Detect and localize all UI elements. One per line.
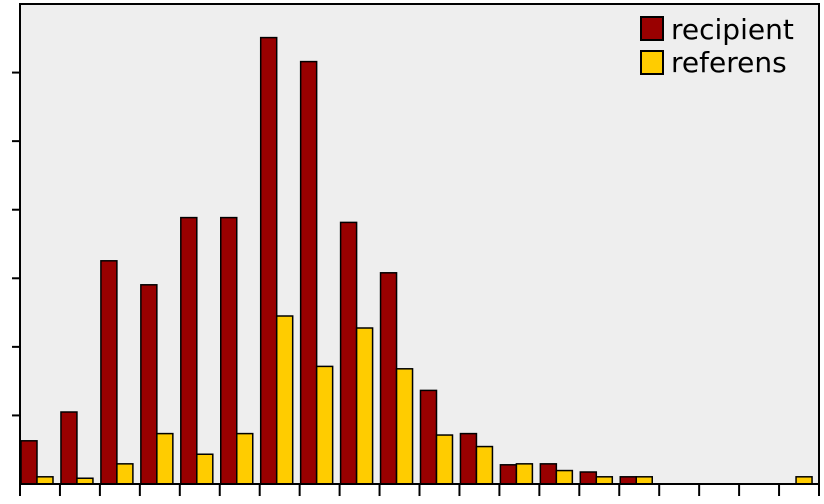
bar-referens-10 [435,434,454,485]
bar-recipient-2 [100,260,118,485]
bar-referens-3 [156,432,174,485]
bar-referens-4 [196,453,214,485]
bar-recipient-12 [499,464,518,485]
bar-recipient-10 [419,389,438,485]
bar-referens-14 [595,476,614,485]
bar-recipient-7 [299,60,318,485]
bar-recipient-6 [259,36,278,485]
bar-recipient-4 [180,216,198,485]
bar-referens-12 [515,463,534,485]
legend-label-referens: referens [671,46,787,79]
bar-recipient-14 [579,471,598,485]
bar-referens-15 [635,476,653,485]
bar-referens-19 [795,476,813,485]
bar-recipient-11 [459,432,478,485]
bar-referens-11 [475,445,494,485]
bar-referens-9 [395,368,414,485]
legend: recipient referens [640,13,794,79]
bar-recipient-13 [539,463,558,485]
ticks-layer [12,71,820,496]
bar-recipient-9 [379,272,398,485]
legend-swatch-referens [640,50,664,75]
bar-recipient-15 [619,476,637,485]
bar-recipient-3 [140,284,158,485]
bar-referens-5 [236,432,254,485]
bar-referens-7 [315,365,334,485]
bar-referens-0 [36,476,54,485]
bar-referens-8 [355,327,374,485]
legend-swatch-recipient [640,16,664,41]
bar-referens-6 [275,315,294,485]
legend-label-recipient: recipient [671,13,794,46]
bar-referens-13 [555,469,574,485]
plot-frame [19,3,820,485]
bar-recipient-1 [60,411,78,485]
bar-referens-2 [116,463,134,485]
bar-recipient-0 [20,440,38,485]
bar-recipient-5 [220,216,238,485]
bar-recipient-8 [339,221,358,485]
